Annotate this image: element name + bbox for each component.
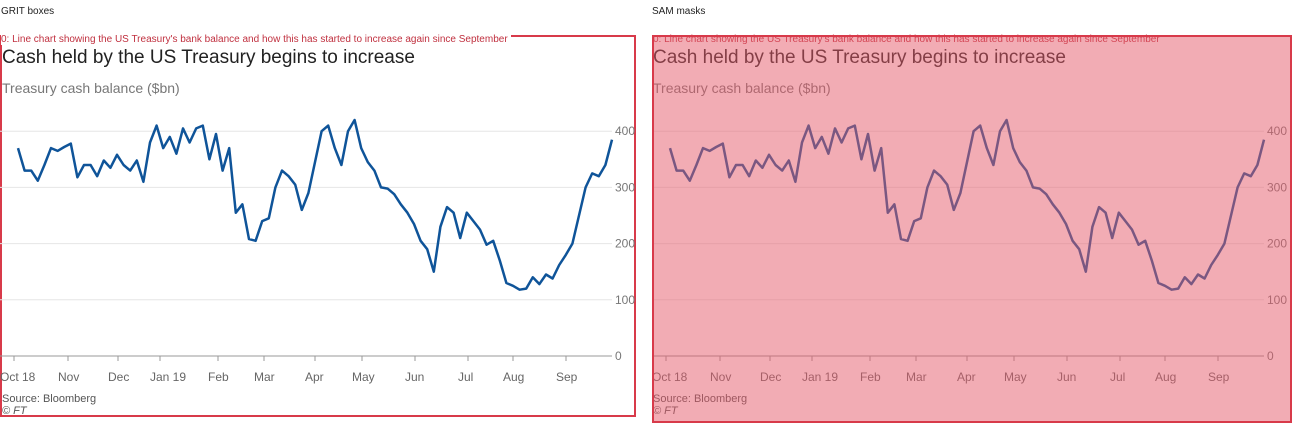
x-tick-label-2: Jan 19 <box>802 370 838 384</box>
line-chart: 0 100 200 300 400 Oct 18 Nov Dec Jan 19 Feb Mar Apr… <box>0 118 635 384</box>
y-tick-label: 100 <box>615 293 635 307</box>
x-tick-label: Jun <box>405 370 424 384</box>
y-tick-label: 0 <box>615 349 622 363</box>
x-tick-label: Mar <box>254 370 275 384</box>
series-line-2 <box>668 118 1266 291</box>
y-tick-label-2: 400 <box>1267 124 1287 138</box>
source-text: Source: Bloomberg <box>2 393 97 405</box>
line-chart-2: 0 100 200 300 400 Oct 18 Nov Dec Jan 19 Feb Mar Apr… <box>652 118 1287 384</box>
x-tick-label: Oct 18 <box>0 370 36 384</box>
chart-source: Source: Bloomberg © FT <box>2 393 96 417</box>
y-tick-label: 300 <box>615 180 635 194</box>
x-tick-label: Apr <box>305 370 324 384</box>
x-tick-label-2: Aug <box>1155 370 1176 384</box>
copyright-text: © FT <box>2 405 27 417</box>
x-tick-label-2: Apr <box>957 370 976 384</box>
x-tick-label: May <box>352 370 375 384</box>
y-tick-label-2: 0 <box>1267 349 1274 363</box>
x-tick-label: Dec <box>108 370 129 384</box>
y-tick-label-2: 300 <box>1267 180 1287 194</box>
x-tick-label: Sep <box>556 370 578 384</box>
y-tick-label: 200 <box>615 237 635 251</box>
chart-subtitle-2: Treasury cash balance ($bn) <box>653 80 831 96</box>
source-text-2: Source: Bloomberg <box>653 393 748 405</box>
x-tick-label: Nov <box>58 370 79 384</box>
copyright-text-2: © FT <box>653 405 678 417</box>
x-tick-label-2: Dec <box>760 370 781 384</box>
x-tick-label-2: Feb <box>860 370 881 384</box>
chart-title-2: Cash held by the US Treasury begins to i… <box>653 47 1066 68</box>
x-tick-label: Feb <box>208 370 229 384</box>
x-tick-label-2: May <box>1004 370 1027 384</box>
x-tick-label: Jul <box>458 370 473 384</box>
x-tick-label-2: Jun <box>1057 370 1076 384</box>
x-tick-label-2: Mar <box>906 370 927 384</box>
x-tick-label: Jan 19 <box>150 370 186 384</box>
chart-title: Cash held by the US Treasury begins to i… <box>2 47 415 68</box>
series-line <box>16 118 614 291</box>
annotation-caption: 0: Line chart showing the US Treasury's … <box>1 34 511 45</box>
y-tick-label-2: 100 <box>1267 293 1287 307</box>
x-tick-label-2: Nov <box>710 370 731 384</box>
y-tick-label: 400 <box>615 124 635 138</box>
chart-source-2: Source: Bloomberg © FT <box>653 393 747 417</box>
x-tick-label: Aug <box>503 370 524 384</box>
panel-label-left: GRIT boxes <box>1 6 55 17</box>
x-tick-label-2: Sep <box>1208 370 1230 384</box>
panel-label-right: SAM masks <box>652 6 706 17</box>
x-tick-label-2: Jul <box>1110 370 1125 384</box>
y-tick-label-2: 200 <box>1267 237 1287 251</box>
chart-subtitle: Treasury cash balance ($bn) <box>2 80 180 96</box>
x-tick-label-2: Oct 18 <box>652 370 688 384</box>
annotation-caption-2: 0: Line chart showing the US Treasury's … <box>653 34 1163 45</box>
